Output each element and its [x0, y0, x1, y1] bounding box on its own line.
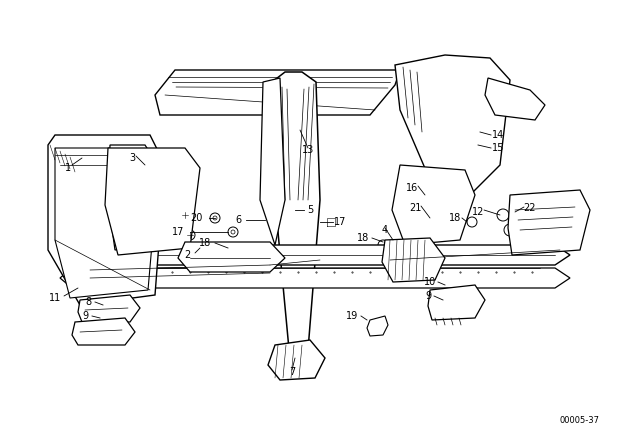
Circle shape: [497, 209, 509, 221]
Polygon shape: [60, 268, 570, 288]
Text: 11: 11: [49, 293, 61, 303]
Polygon shape: [272, 72, 320, 360]
Text: 1: 1: [65, 163, 71, 173]
Polygon shape: [508, 190, 590, 255]
Polygon shape: [55, 148, 158, 298]
Polygon shape: [428, 285, 485, 320]
Polygon shape: [392, 165, 475, 245]
Circle shape: [159, 204, 171, 216]
Text: 6: 6: [235, 215, 241, 225]
Text: 12: 12: [472, 207, 484, 217]
Polygon shape: [485, 78, 545, 120]
Polygon shape: [60, 245, 570, 265]
Circle shape: [213, 216, 217, 220]
Polygon shape: [268, 340, 325, 380]
Circle shape: [210, 213, 220, 223]
Text: 14: 14: [492, 130, 504, 140]
Text: 4: 4: [382, 225, 388, 235]
Text: 7: 7: [289, 367, 295, 377]
Circle shape: [163, 207, 168, 212]
Text: 10: 10: [424, 277, 436, 287]
Polygon shape: [178, 242, 285, 272]
Polygon shape: [367, 316, 388, 336]
Text: 18: 18: [357, 233, 369, 243]
Circle shape: [127, 198, 132, 202]
Polygon shape: [72, 318, 135, 345]
Text: 18: 18: [199, 238, 211, 248]
Polygon shape: [382, 238, 445, 282]
Text: 3: 3: [129, 153, 135, 163]
Text: 13: 13: [302, 145, 314, 155]
Circle shape: [185, 230, 195, 240]
Circle shape: [504, 224, 516, 236]
Circle shape: [144, 214, 156, 226]
Circle shape: [180, 210, 190, 220]
Text: 00005-37: 00005-37: [560, 415, 600, 425]
Circle shape: [147, 217, 152, 223]
Circle shape: [124, 194, 136, 206]
Circle shape: [378, 240, 388, 250]
Polygon shape: [105, 148, 200, 255]
Polygon shape: [78, 295, 140, 322]
Polygon shape: [48, 135, 165, 305]
Text: 9: 9: [82, 311, 88, 321]
Text: 17: 17: [334, 217, 346, 227]
Polygon shape: [155, 70, 400, 115]
Circle shape: [228, 227, 238, 237]
Text: 17: 17: [172, 227, 184, 237]
Text: 19: 19: [346, 311, 358, 321]
Text: 20: 20: [190, 213, 202, 223]
Polygon shape: [260, 78, 285, 245]
Polygon shape: [108, 145, 158, 250]
Text: 18: 18: [449, 213, 461, 223]
Text: 22: 22: [524, 203, 536, 213]
Text: 15: 15: [492, 143, 504, 153]
Text: 9: 9: [425, 291, 431, 301]
Text: 21: 21: [409, 203, 421, 213]
Text: 8: 8: [85, 297, 91, 307]
Circle shape: [231, 230, 235, 234]
Polygon shape: [395, 55, 510, 200]
Text: 2: 2: [184, 250, 190, 260]
Text: 5: 5: [307, 205, 313, 215]
Circle shape: [467, 217, 477, 227]
Text: 16: 16: [406, 183, 418, 193]
